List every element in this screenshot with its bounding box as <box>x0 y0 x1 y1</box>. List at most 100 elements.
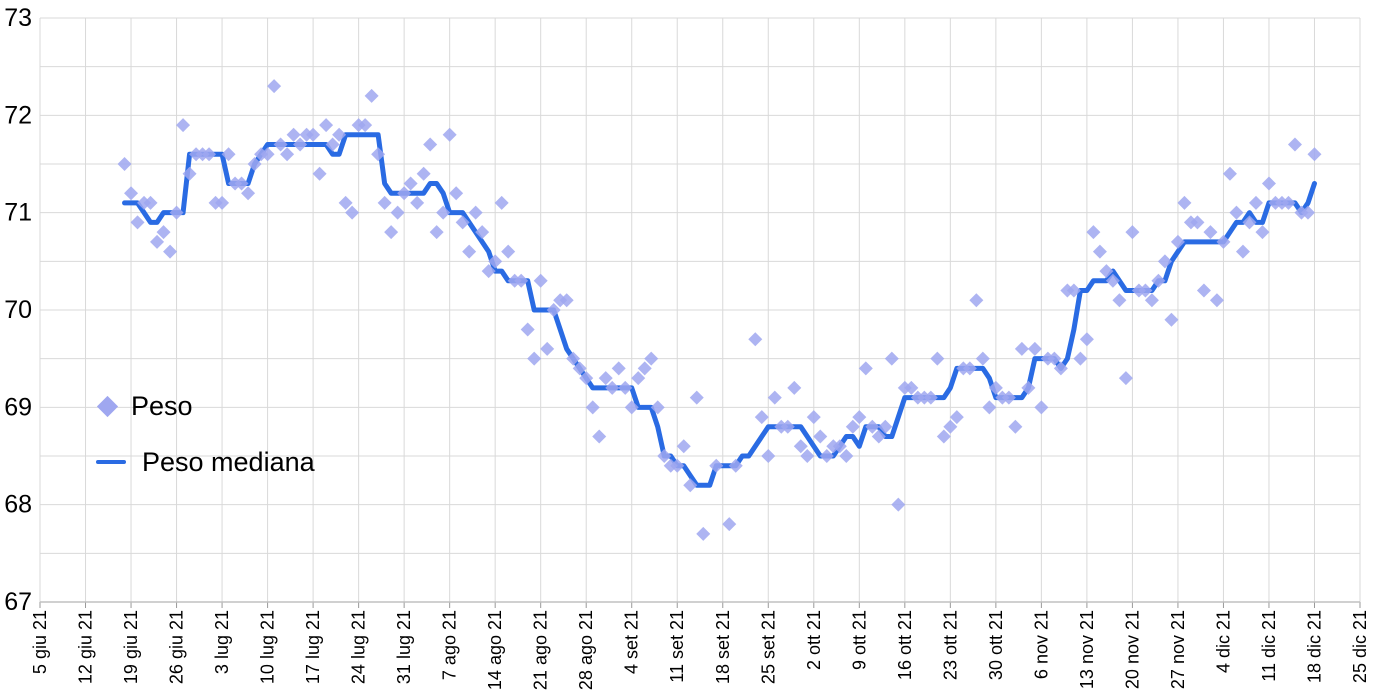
scatter-point <box>618 380 633 395</box>
scatter-point <box>644 351 659 366</box>
legend-item-peso-mediana: Peso mediana <box>96 442 315 482</box>
scatter-point <box>1261 176 1276 191</box>
scatter-point <box>1112 293 1127 308</box>
scatter-point <box>520 322 535 337</box>
scatter-point <box>312 166 327 181</box>
scatter-point <box>371 147 386 162</box>
scatter-point <box>761 449 776 463</box>
scatter-point <box>819 449 834 463</box>
scatter-point <box>280 147 295 162</box>
scatter-point <box>1164 312 1179 327</box>
scatter-point <box>1177 195 1192 210</box>
scatter-point <box>800 449 815 463</box>
x-tick-label: 28 ago 21 <box>576 610 596 690</box>
scatter-point <box>728 458 743 473</box>
y-tick-label: 72 <box>4 101 32 129</box>
scatter-point <box>1242 215 1257 230</box>
scatter-point <box>975 351 990 366</box>
scatter-point <box>293 137 308 152</box>
scatter-point <box>1008 419 1023 434</box>
scatter-point <box>670 458 685 473</box>
scatter-point <box>845 419 860 434</box>
scatter-point <box>982 400 997 415</box>
scatter-point <box>1092 244 1107 259</box>
x-tick-label: 2 ott 21 <box>804 610 824 670</box>
scatter-point <box>566 351 581 366</box>
y-tick-label: 71 <box>4 199 32 227</box>
x-tick-label: 26 giu 21 <box>167 610 187 684</box>
x-tick-label: 9 ott 21 <box>849 610 869 670</box>
legend-label-peso: Peso <box>131 390 193 421</box>
x-tick-label: 13 nov 21 <box>1077 610 1097 689</box>
scatter-point <box>455 215 470 230</box>
scatter-point <box>1255 225 1270 240</box>
scatter-point <box>793 439 808 454</box>
scatter-point <box>787 380 802 395</box>
scatter-point <box>572 361 587 376</box>
scatter-point <box>949 410 964 425</box>
scatter-point <box>1229 205 1244 220</box>
scatter-point <box>260 147 275 162</box>
scatter-point <box>345 205 360 220</box>
scatter-point <box>377 195 392 210</box>
x-tick-label: 7 ago 21 <box>440 610 460 680</box>
scatter-point <box>1138 283 1153 298</box>
scatter-point <box>527 351 542 366</box>
scatter-point <box>1151 273 1166 288</box>
scatter-point <box>1222 166 1237 181</box>
scatter-point <box>273 137 288 152</box>
scatter-point <box>215 195 230 210</box>
scatter-point <box>871 429 886 444</box>
scatter-point <box>1047 351 1062 366</box>
scatter-point <box>449 186 464 201</box>
x-tick-label: 11 dic 21 <box>1259 610 1279 682</box>
scatter-point <box>1073 351 1088 366</box>
scatter-point <box>501 244 516 259</box>
x-tick-label: 24 lug 21 <box>349 610 369 684</box>
scatter-point <box>202 147 217 162</box>
scatter-point <box>611 361 626 376</box>
x-tick-label: 12 giu 21 <box>76 610 96 684</box>
scatter-point <box>585 400 600 415</box>
scatter-point <box>1281 195 1296 210</box>
scatter-point <box>839 449 854 463</box>
scatter-point <box>650 400 665 415</box>
scatter-point <box>436 205 451 220</box>
x-tick-label: 31 lug 21 <box>394 610 414 684</box>
line-marker-icon <box>96 460 126 464</box>
scatter-point <box>1118 371 1133 386</box>
scatter-point <box>962 361 977 376</box>
x-tick-label: 10 lug 21 <box>258 610 278 684</box>
scatter-point <box>176 118 191 133</box>
scatter-point <box>1125 225 1140 240</box>
chart-legend: Peso Peso mediana <box>96 386 315 482</box>
scatter-point <box>689 390 704 405</box>
x-tick-label: 19 giu 21 <box>121 610 141 684</box>
scatter-point <box>1144 293 1159 308</box>
scatter-point <box>852 410 867 425</box>
scatter-point <box>1190 215 1205 230</box>
scatter-point <box>579 371 594 386</box>
x-tick-label: 30 ott 21 <box>986 610 1006 680</box>
scatter-point <box>936 429 951 444</box>
scatter-point <box>1034 400 1049 415</box>
scatter-point <box>416 166 431 181</box>
x-tick-label: 6 nov 21 <box>1031 610 1051 679</box>
scatter-point <box>1248 195 1263 210</box>
scatter-point <box>325 137 340 152</box>
scatter-point <box>930 351 945 366</box>
scatter-point <box>878 419 893 434</box>
scatter-point <box>338 195 353 210</box>
scatter-point <box>858 361 873 376</box>
x-tick-label: 18 set 21 <box>713 610 733 684</box>
x-tick-label: 5 giu 21 <box>30 610 50 674</box>
scatter-point <box>462 244 477 259</box>
scatter-point <box>143 195 158 210</box>
scatter-point <box>969 293 984 308</box>
scatter-point <box>475 225 490 240</box>
scatter-point <box>234 176 249 191</box>
scatter-point <box>748 332 763 347</box>
scatter-point <box>722 517 737 532</box>
scatter-point <box>546 303 561 317</box>
